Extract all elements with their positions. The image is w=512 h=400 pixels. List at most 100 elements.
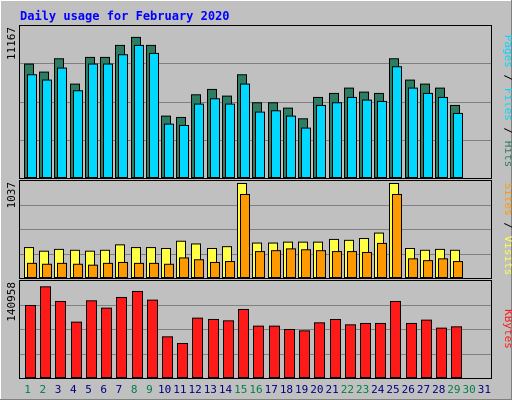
kbytes-bar-kbytes — [375, 322, 386, 379]
hits-bar-files — [362, 99, 372, 178]
day-label: 19 — [295, 383, 308, 396]
visits-bar-sites — [271, 250, 281, 278]
day-label: 24 — [371, 383, 385, 396]
visits-bar-sites — [164, 263, 174, 279]
hits-bar-files — [210, 98, 220, 178]
hits-bar-files — [423, 92, 433, 178]
hits-bar-files — [42, 79, 52, 178]
visits-bar-sites — [134, 262, 144, 279]
day-label: 23 — [356, 383, 369, 396]
day-label: 28 — [432, 383, 445, 396]
hits-bar-files — [194, 103, 204, 178]
visits-bar-sites — [362, 251, 372, 279]
side-legend-hits: Hits — [502, 141, 512, 168]
day-label: 29 — [447, 383, 460, 396]
side-legend-visits: Visits — [502, 236, 512, 276]
hits-bar-files — [240, 83, 250, 178]
day-label: 26 — [402, 383, 415, 396]
day-label: 31 — [478, 383, 491, 396]
side-legend-sites: Sites — [502, 183, 512, 216]
kbytes-bar-kbytes — [223, 320, 234, 378]
hits-side-legend-sep: / — [502, 121, 512, 141]
visits-bar-sites — [453, 261, 463, 279]
day-label: 30 — [463, 383, 476, 396]
visits-bar-sites — [149, 262, 159, 279]
visits-bar-sites — [73, 263, 83, 279]
kbytes-side-legend: KBytes — [502, 309, 512, 349]
hits-bar-files — [88, 63, 98, 178]
kbytes-bar-kbytes — [147, 299, 158, 378]
day-label: 5 — [85, 383, 92, 396]
day-label: 6 — [100, 383, 107, 396]
day-label: 9 — [146, 383, 153, 396]
side-legend-kbytes: KBytes — [502, 309, 512, 349]
day-label: 21 — [326, 383, 339, 396]
hits-bar-files — [57, 67, 67, 178]
visits-bar-sites — [347, 251, 357, 279]
visits-bar-sites — [316, 250, 326, 278]
hits-bar-files — [453, 112, 463, 178]
day-label: 25 — [386, 383, 399, 396]
visits-bar-sites — [255, 251, 265, 279]
day-label: 4 — [70, 383, 77, 396]
visits-bar-sites — [194, 259, 204, 278]
day-label: 20 — [310, 383, 323, 396]
kbytes-bar-kbytes — [116, 296, 127, 378]
kbytes-bar-kbytes — [162, 336, 173, 379]
visits-bar-sites — [42, 263, 52, 279]
hits-bar-files — [149, 52, 159, 178]
side-legend-pages: Pages — [502, 35, 512, 68]
day-label: 11 — [173, 383, 186, 396]
visits-bar-sites — [210, 261, 220, 279]
kbytes-bar-kbytes — [390, 300, 401, 378]
day-label: 27 — [417, 383, 430, 396]
kbytes-bar-kbytes — [55, 300, 66, 378]
day-label: 1 — [24, 383, 31, 396]
kbytes-bar-kbytes — [451, 326, 462, 378]
day-label: 17 — [265, 383, 278, 396]
visits-bar-sites — [438, 258, 448, 278]
visits-bar-sites — [332, 251, 342, 279]
kbytes-bar-kbytes — [436, 327, 447, 379]
day-axis: 1 2 3 4 5 6 7 8 9 10 11 12 13 14 15 16 17 18 19 20 21 22 23 24 2… — [24, 383, 491, 396]
hits-bar-files — [438, 96, 448, 178]
visits-side-legend: Sites / Visits — [502, 183, 512, 276]
kbytes-bar-kbytes — [208, 318, 219, 379]
kbytes-plot-border — [19, 280, 492, 379]
hits-files-panel: 11167 Pages / Files / Hits — [5, 25, 512, 179]
kbytes-bar-kbytes — [345, 324, 356, 378]
visits-side-legend-sep: / — [502, 216, 512, 236]
kbytes-bar-kbytes — [269, 325, 280, 378]
kbytes-bar-kbytes — [40, 286, 51, 378]
visits-bar-sites — [27, 262, 37, 279]
kbytes-bar-kbytes — [299, 330, 310, 378]
hits-bar-files — [392, 66, 402, 178]
hits-bar-files — [286, 115, 296, 179]
hits-bar-files — [179, 124, 189, 179]
day-label: 3 — [55, 383, 62, 396]
day-label: 22 — [341, 383, 354, 396]
visits-bar-sites — [408, 258, 418, 278]
hits-side-legend: Pages / Files / Hits — [502, 35, 512, 168]
kbytes-bar-kbytes — [330, 318, 341, 379]
kbytes-bar-kbytes — [314, 322, 325, 379]
day-label: 7 — [116, 383, 123, 396]
kbytes-bar-kbytes — [360, 322, 371, 379]
hits-bar-files — [347, 96, 357, 178]
kbytes-ymax-label: 140958 — [5, 282, 18, 322]
hits-bar-files — [271, 110, 281, 178]
hits-bar-files — [255, 111, 265, 178]
visits-bar-sites — [301, 249, 311, 278]
kbytes-panel: 140958 KBytes — [5, 280, 512, 379]
visits-bar-sites — [377, 242, 387, 278]
visits-plot-border — [19, 180, 492, 279]
visits-ymax-label: 1037 — [5, 182, 18, 209]
kbytes-bar-kbytes — [238, 308, 249, 378]
kbytes-bar-kbytes — [132, 290, 143, 378]
visits-bar-sites — [103, 262, 113, 279]
hits-plot-border — [19, 25, 492, 179]
kbytes-side-legend-text: KBytes — [502, 309, 512, 349]
visits-bar-sites — [286, 248, 296, 278]
kbytes-bar-kbytes — [86, 300, 97, 378]
